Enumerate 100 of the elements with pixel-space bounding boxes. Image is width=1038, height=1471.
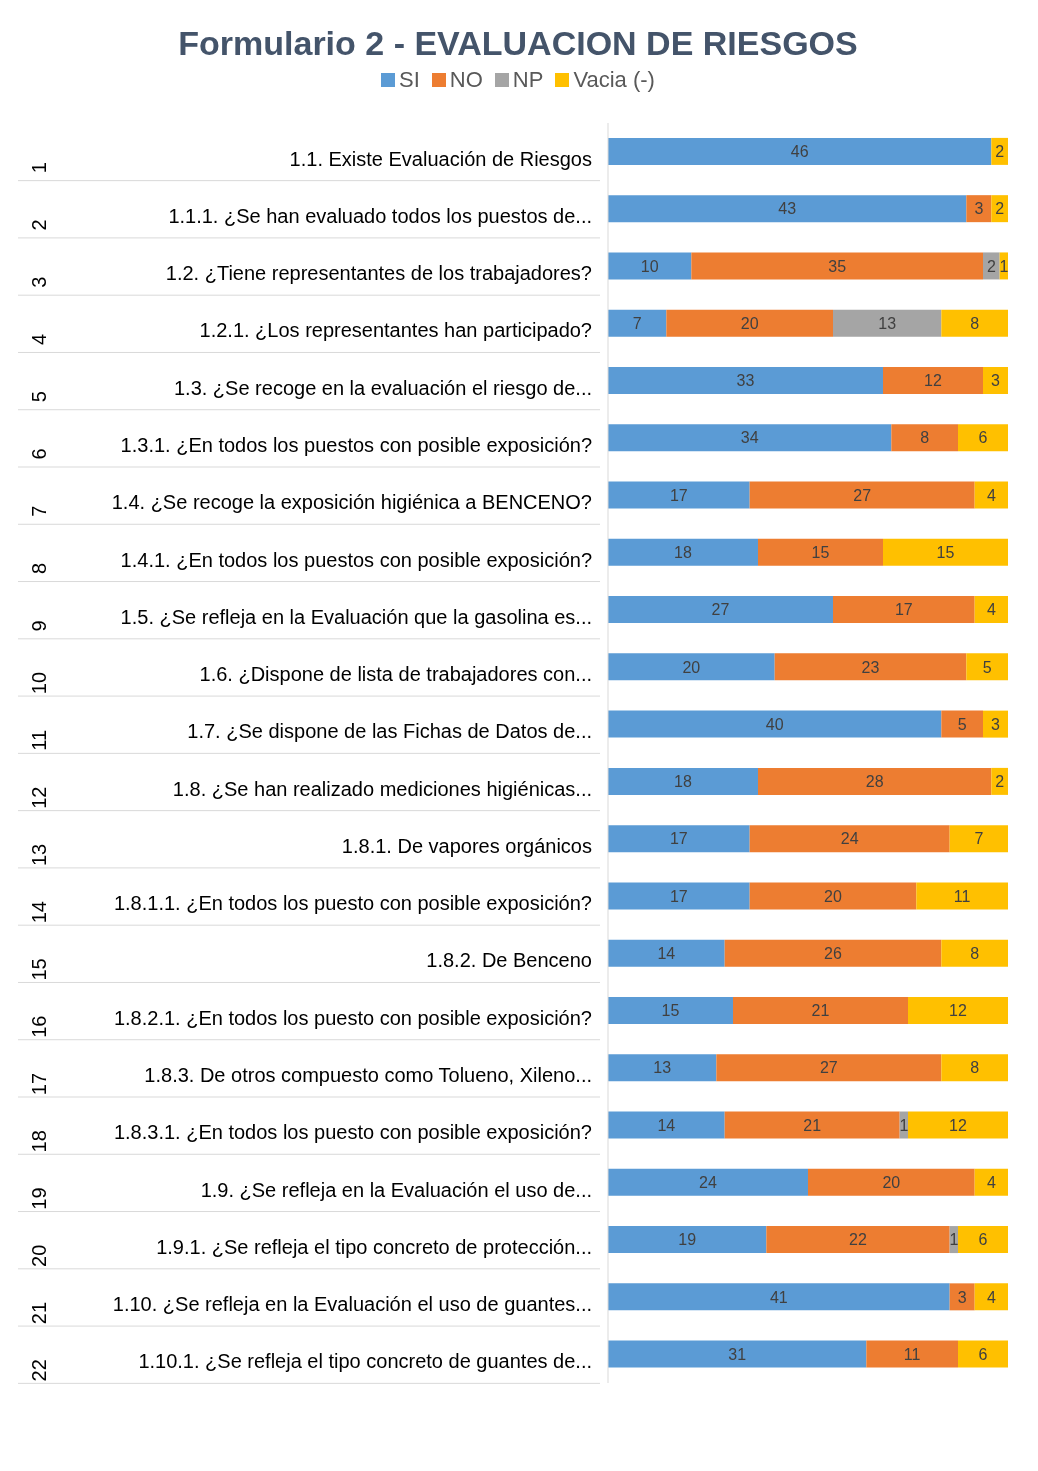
legend-label: SI bbox=[398, 67, 420, 93]
data-label: 17 bbox=[669, 830, 688, 848]
y-tick-label: 1.9.1. ¿Se refleja el tipo concreto de protección... bbox=[156, 1235, 592, 1258]
data-label: 27 bbox=[711, 601, 730, 619]
bar bbox=[608, 996, 733, 1024]
data-label: 13 bbox=[878, 314, 897, 332]
y2-tick-label: 22 bbox=[28, 1359, 50, 1382]
bar bbox=[883, 538, 1008, 566]
bar bbox=[908, 1111, 1008, 1139]
bar bbox=[608, 1340, 867, 1368]
bar bbox=[908, 996, 1008, 1024]
data-label: 41 bbox=[769, 1288, 788, 1306]
y2-tick-label: 11 bbox=[28, 729, 50, 751]
bar bbox=[958, 424, 1008, 452]
bar bbox=[724, 1111, 900, 1139]
y-tick-label: 1.4.1. ¿En todos los puestos con posible exposición? bbox=[120, 548, 592, 571]
bar bbox=[883, 366, 983, 394]
data-label: 20 bbox=[824, 887, 842, 905]
y-tick-label: 1.1. Existe Evaluación de Riesgos bbox=[289, 147, 592, 170]
bar bbox=[608, 825, 750, 853]
y-tick-label: 1.10.1. ¿Se refleja el tipo concreto de guantes de... bbox=[138, 1350, 592, 1373]
data-label: 3 bbox=[957, 1288, 967, 1306]
data-label: 46 bbox=[790, 143, 809, 161]
bar bbox=[608, 1111, 725, 1139]
bar bbox=[833, 596, 975, 624]
bar bbox=[974, 596, 1008, 624]
legend-label: NP bbox=[511, 67, 544, 93]
y2-tick-label: 13 bbox=[28, 843, 50, 867]
data-label: 15 bbox=[811, 543, 830, 561]
data-label: 12 bbox=[949, 1002, 967, 1020]
data-label: 8 bbox=[920, 429, 930, 447]
y2-tick-label: 6 bbox=[28, 448, 50, 460]
bar bbox=[749, 825, 950, 853]
y2-tick-label: 2 bbox=[28, 219, 50, 231]
data-label: 35 bbox=[828, 257, 847, 275]
data-label: 7 bbox=[632, 314, 642, 332]
bar bbox=[608, 1168, 808, 1196]
bar bbox=[608, 1283, 950, 1311]
data-label: 6 bbox=[978, 429, 988, 447]
y2-tick-label: 17 bbox=[28, 1072, 50, 1096]
bar bbox=[608, 596, 833, 624]
y-tick-label: 1.9. ¿Se refleja en la Evaluación el uso de... bbox=[200, 1178, 592, 1201]
bar bbox=[608, 366, 883, 394]
bar bbox=[608, 424, 892, 452]
data-label: 17 bbox=[894, 601, 913, 619]
data-label: 20 bbox=[682, 658, 701, 676]
data-label: 1 bbox=[949, 1231, 959, 1249]
y-tick-label: 1.8.1. De vapores orgánicos bbox=[341, 834, 592, 857]
y-tick-label: 1.2. ¿Tiene representantes de los trabajadores? bbox=[165, 262, 592, 285]
data-label: 3 bbox=[974, 200, 984, 218]
data-label: 5 bbox=[982, 658, 992, 676]
bar bbox=[691, 252, 983, 280]
y2-tick-label: 21 bbox=[28, 1301, 50, 1325]
y-tick-label: 1.3.1. ¿En todos los puestos con posible exposición? bbox=[120, 434, 592, 456]
y2-tick-label: 8 bbox=[28, 562, 50, 575]
y-tick-label: 1.8.1.1. ¿En todos los puesto con posible exposición? bbox=[113, 892, 592, 915]
data-label: 24 bbox=[840, 830, 859, 848]
data-label: 21 bbox=[803, 1116, 822, 1134]
y-tick-label: 1.10. ¿Se refleja en la Evaluación el uso de guantes... bbox=[112, 1293, 592, 1316]
bar bbox=[958, 1226, 1008, 1254]
bar bbox=[758, 767, 992, 795]
bar bbox=[833, 309, 942, 337]
bar bbox=[774, 653, 967, 681]
data-label: 24 bbox=[699, 1173, 717, 1191]
bar bbox=[983, 366, 1008, 394]
data-label: 27 bbox=[819, 1059, 838, 1077]
data-label: 18 bbox=[674, 773, 692, 791]
data-label: 5 bbox=[957, 715, 967, 733]
data-label: 8 bbox=[970, 1059, 980, 1077]
bar bbox=[966, 653, 1008, 681]
bar bbox=[608, 882, 750, 910]
bar bbox=[866, 1340, 958, 1368]
bar bbox=[608, 137, 992, 165]
data-label: 10 bbox=[640, 257, 659, 275]
bar bbox=[608, 195, 967, 223]
data-label: 3 bbox=[991, 715, 1001, 733]
y-tick-label: 1.8.2.1. ¿En todos los puesto con posible exposición? bbox=[113, 1006, 592, 1029]
data-label: 40 bbox=[765, 715, 784, 733]
bar bbox=[941, 1054, 1008, 1082]
bar bbox=[766, 1226, 950, 1254]
y-tick-label: 1.8. ¿Se han realizado mediciones higiénicas... bbox=[172, 777, 592, 800]
data-label: 20 bbox=[882, 1173, 901, 1191]
y2-tick-label: 9 bbox=[28, 620, 50, 632]
bar bbox=[608, 939, 725, 967]
data-label: 17 bbox=[669, 887, 688, 905]
data-label: 15 bbox=[661, 1002, 680, 1020]
y-tick-label: 1.3. ¿Se recoge en la evaluación el riesgo de... bbox=[173, 376, 592, 399]
bar bbox=[724, 939, 942, 967]
bar bbox=[983, 710, 1008, 738]
data-label: 2 bbox=[995, 143, 1005, 161]
data-label: 12 bbox=[924, 372, 942, 390]
data-label: 8 bbox=[970, 314, 980, 332]
bar bbox=[949, 1283, 975, 1311]
data-label: 20 bbox=[740, 314, 759, 332]
y-tick-label: 1.6. ¿Dispone de lista de trabajadores con... bbox=[199, 663, 592, 686]
bar bbox=[608, 481, 750, 509]
bar bbox=[949, 825, 1008, 853]
y2-tick-label: 19 bbox=[28, 1187, 50, 1210]
bar bbox=[608, 767, 758, 795]
bar bbox=[608, 710, 942, 738]
